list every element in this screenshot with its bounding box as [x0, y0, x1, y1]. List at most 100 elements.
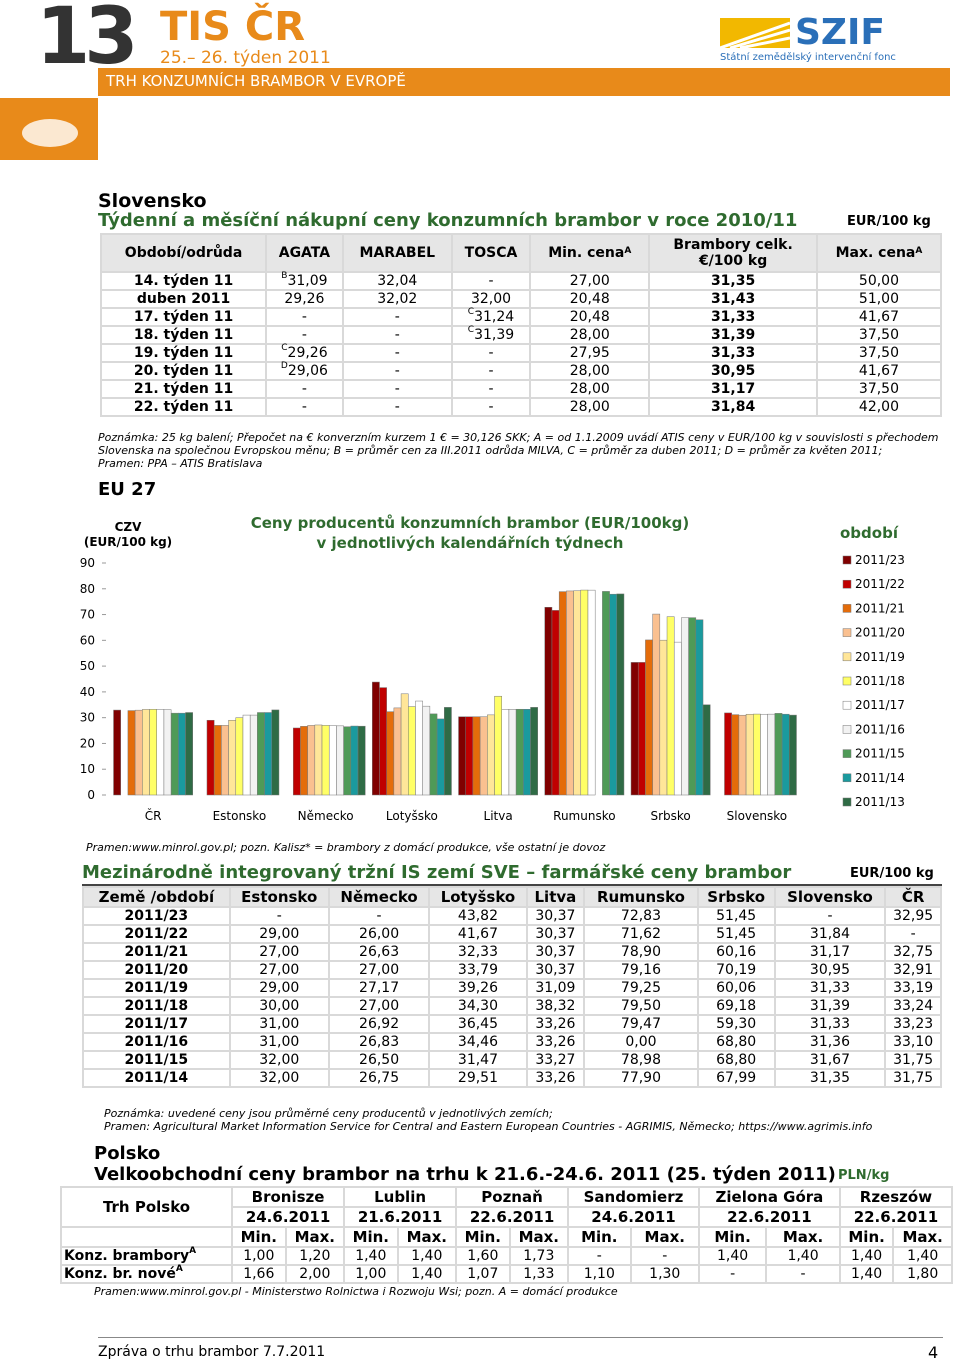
cell-text: 31,09 — [287, 273, 328, 289]
cell: 1,33 — [508, 1264, 570, 1284]
cell: 1,60 — [455, 1246, 511, 1266]
cell: 30,37 — [525, 942, 586, 962]
cell: 34,30 — [428, 996, 528, 1016]
header-row: Min. Max. Min. Max. Min. Max. Min. Max. Min. Max.… — [59, 1226, 953, 1248]
cell: 28,00 — [529, 361, 651, 381]
bar — [472, 716, 481, 796]
legend-swatch — [842, 579, 852, 589]
cell: 20. týden 11 — [99, 361, 268, 381]
bar — [328, 725, 337, 796]
cell: 31,75 — [884, 1068, 942, 1088]
cell: 30,37 — [525, 906, 586, 926]
subtitle: TRH KONZUMNÍCH BRAMBOR V EVROPĚ — [106, 72, 406, 90]
y-tick-label: 40 — [80, 685, 95, 699]
bar — [350, 725, 359, 796]
cell: 51,45 — [696, 924, 776, 944]
unit: EUR/100 kg — [850, 866, 934, 881]
cell: 2011/18 — [82, 996, 231, 1016]
header-cell: Srbsko — [696, 886, 776, 908]
cell-text: Max. cena — [835, 245, 916, 261]
cell: 33,19 — [884, 978, 942, 998]
cell: 31,84 — [773, 924, 887, 944]
cell: 31,67 — [773, 1050, 887, 1070]
y-tick-label: 60 — [80, 633, 95, 647]
cell: 31,09 — [525, 978, 586, 998]
bar — [444, 707, 452, 796]
cell: 70,19 — [696, 960, 776, 980]
cell: - — [341, 379, 453, 399]
cell: 32,02 — [341, 289, 453, 309]
source: Pramen:www.minrol.gov.pl - Ministerstwo … — [94, 1285, 618, 1298]
bar — [436, 718, 445, 796]
row: 14. týden 11 B31,09 32,04-27,00 31,35 50,00 — [99, 271, 943, 291]
cell: 31,00 — [228, 1014, 330, 1034]
cell: 29,00 — [228, 978, 330, 998]
legend-swatch — [842, 652, 852, 662]
cell: 51,45 — [696, 906, 776, 926]
cell: 18. týden 11 — [99, 325, 268, 345]
chart: Ceny producentů konzumních brambor (EUR/… — [80, 514, 905, 823]
row-label-text: Konz. br. nové — [64, 1266, 176, 1282]
header-cell: MARABEL — [341, 233, 453, 273]
cell: 20,48 — [529, 307, 651, 327]
cell: 79,47 — [583, 1014, 699, 1034]
cell: B31,09 — [265, 271, 344, 291]
bar — [558, 591, 567, 796]
heading: EU 27 — [98, 479, 157, 500]
note: Poznámka: 25 kg balení; Přepočet na € ko… — [98, 431, 939, 457]
cell: 26,00 — [327, 924, 431, 944]
bar — [659, 639, 668, 796]
cell: 2011/14 — [82, 1068, 231, 1088]
cell: 1,00 — [231, 1246, 287, 1266]
max-label: Max. — [629, 1226, 700, 1248]
bar — [307, 725, 316, 796]
cell: 31,36 — [773, 1032, 887, 1052]
bar — [767, 713, 776, 796]
bar — [185, 712, 193, 796]
legend-swatch — [842, 773, 852, 783]
cell: 27,00 — [327, 996, 431, 1016]
market-date: 22.6.2011 — [455, 1206, 570, 1228]
cell: - — [884, 924, 942, 944]
legend-label: 2011/22 — [855, 577, 905, 591]
cell: 31,33 — [648, 307, 818, 327]
cell: 1,40 — [396, 1246, 458, 1266]
bar — [508, 709, 517, 796]
cell: 1,80 — [892, 1264, 953, 1284]
cell-line: €/100 kg — [698, 253, 768, 269]
cell: 79,25 — [583, 978, 699, 998]
bar — [415, 700, 423, 796]
bar — [494, 695, 502, 796]
section-title: Mezinárodně integrovaný tržní IS zemí SV… — [82, 862, 792, 883]
cell: 39,26 — [428, 978, 528, 998]
cell: 42,00 — [815, 397, 943, 417]
row: 2011/18 30,00 27,00 34,30 38,32 79,50 69,18 31,… — [82, 996, 942, 1016]
cell: 43,82 — [428, 906, 528, 926]
cell: 2011/16 — [82, 1032, 231, 1052]
cell: 41,67 — [815, 361, 943, 381]
cell: 1,30 — [629, 1264, 700, 1284]
bar — [501, 709, 510, 796]
cell: 72,83 — [583, 906, 699, 926]
bar — [178, 712, 186, 796]
x-tick-label: Slovensko — [727, 809, 788, 823]
cell: 50,00 — [815, 271, 943, 291]
max-label: Max. — [892, 1226, 953, 1248]
cell: - — [567, 1246, 632, 1266]
legend-label: 2011/23 — [855, 553, 905, 567]
row-label: Konz. br. novéA — [59, 1264, 234, 1284]
cell: 37,50 — [815, 379, 943, 399]
cell: 79,50 — [583, 996, 699, 1016]
cell: 14. týden 11 — [99, 271, 268, 291]
x-tick-label: Rumunsko — [553, 809, 615, 823]
cell: - — [341, 307, 453, 327]
cell: - — [341, 325, 453, 345]
cell: - — [765, 1264, 841, 1284]
footer-text: Zpráva o trhu brambor 7.7.2011 — [98, 1344, 326, 1360]
cell: 30,37 — [525, 924, 586, 944]
market-date: 24.6.2011 — [231, 1206, 346, 1228]
header-row: Období/odrůda AGATA MARABEL TOSCA Min. cenaA… — [99, 233, 943, 273]
table: Trh Polsko Bronisze Lublin Poznaň Sandomierz… — [59, 1186, 954, 1284]
cell: - — [450, 361, 532, 381]
cell: C31,39 — [450, 325, 532, 345]
